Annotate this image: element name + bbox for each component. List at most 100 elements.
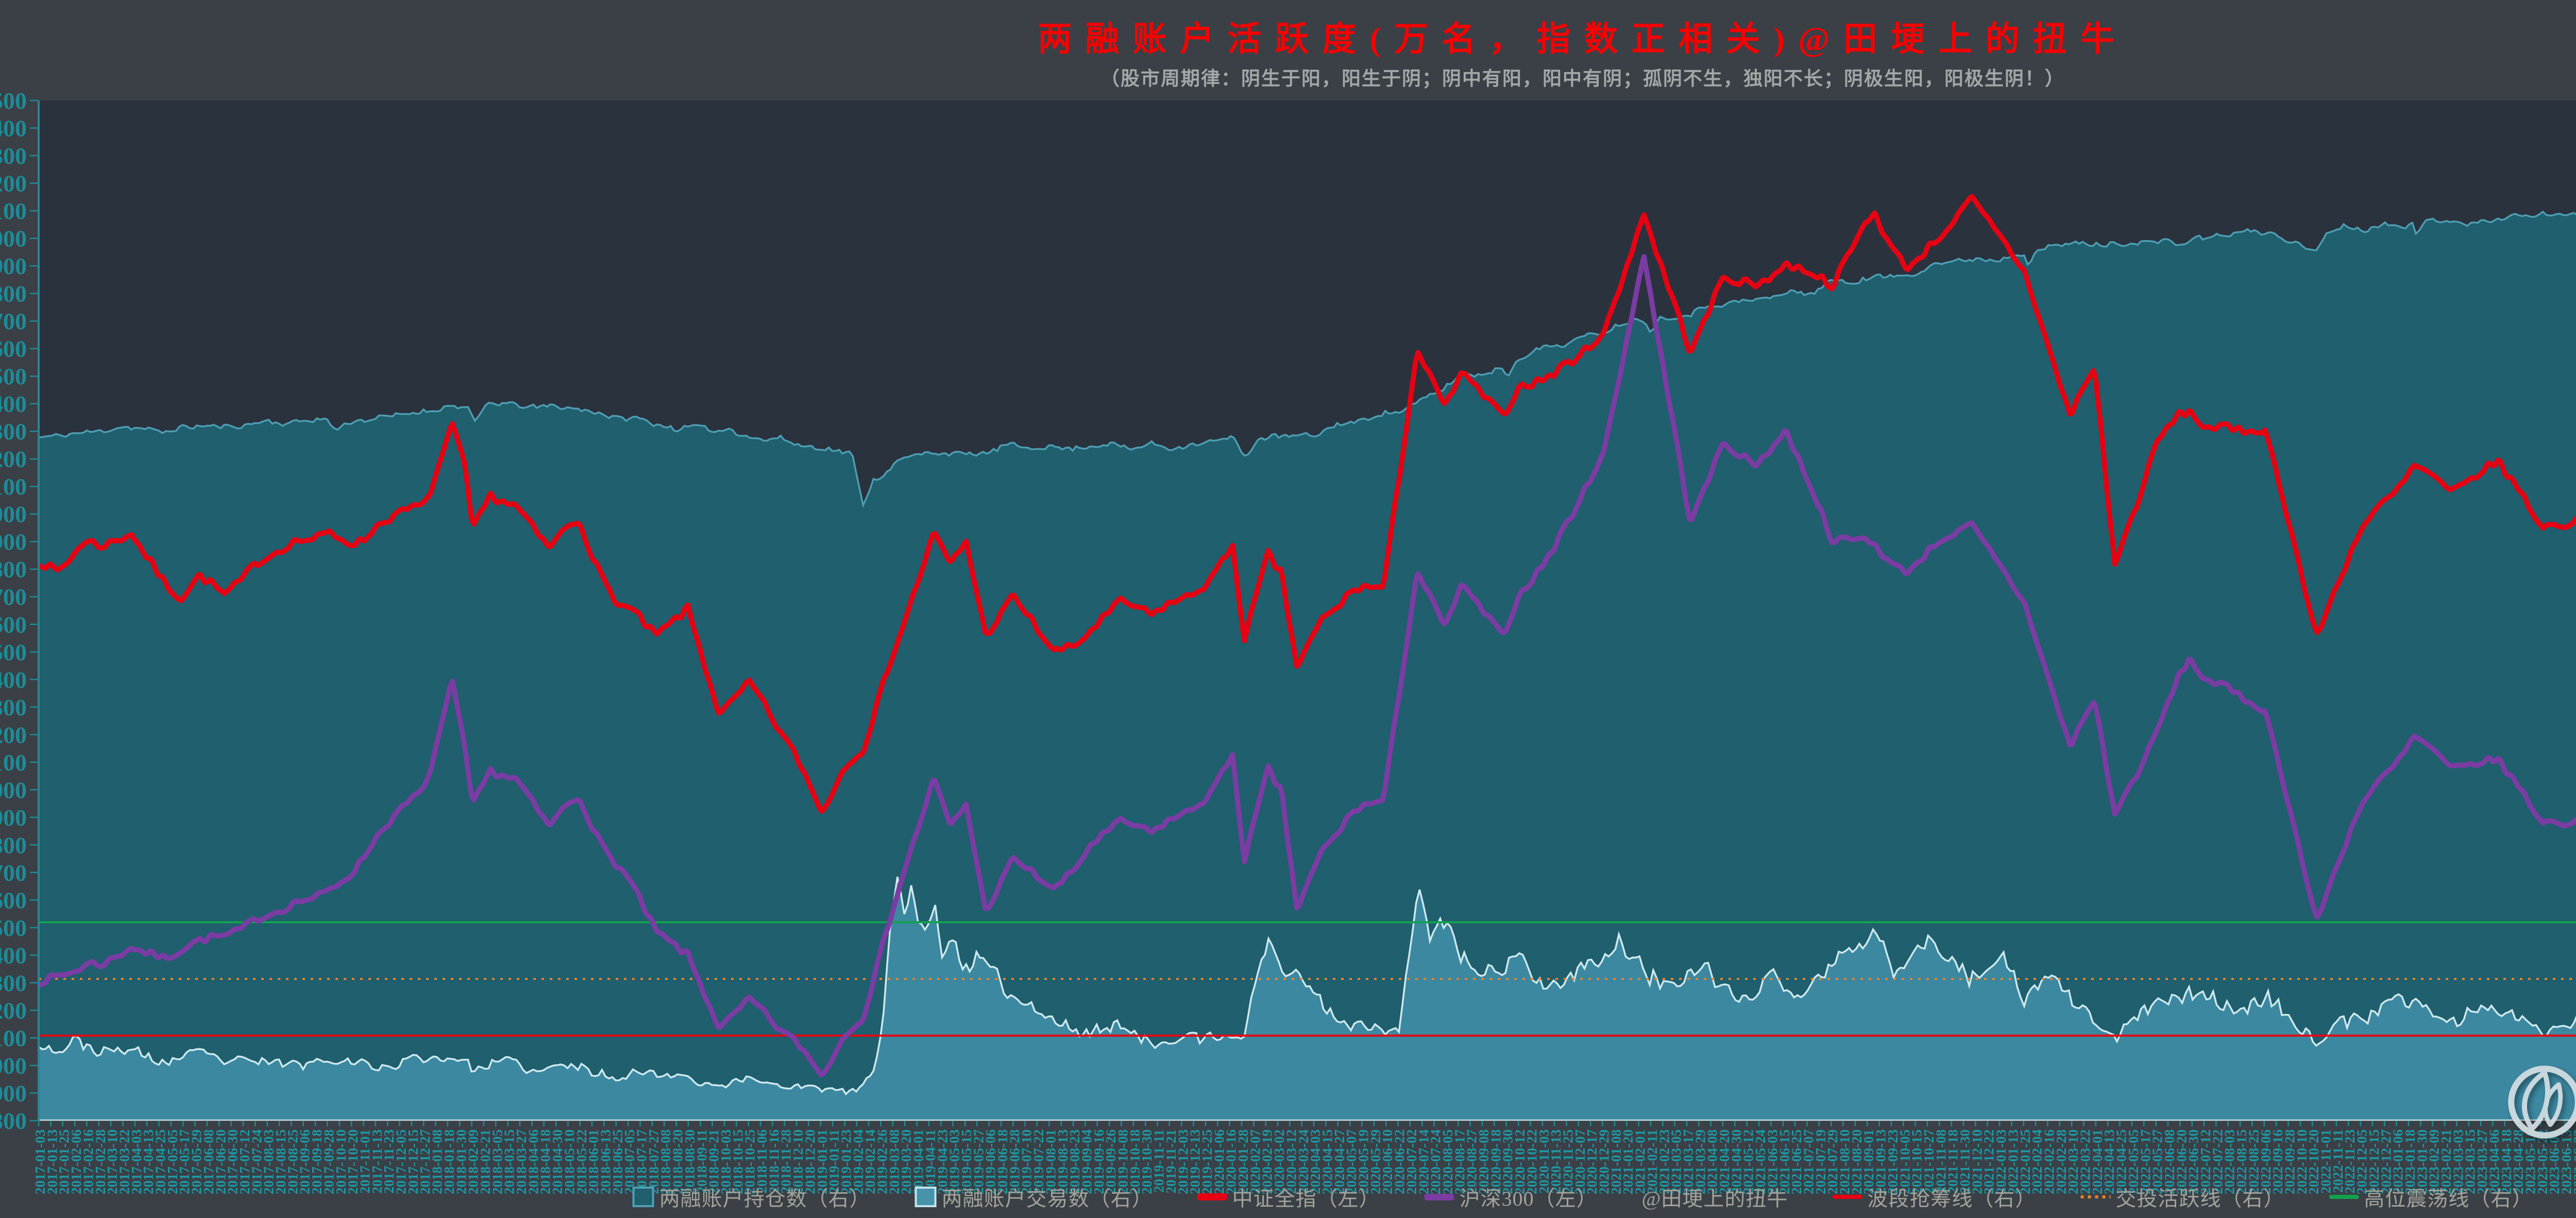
svg-text:2018-07-17: 2018-07-17	[634, 1129, 650, 1194]
svg-text:2023-04-18: 2023-04-18	[2499, 1129, 2514, 1194]
svg-text:4100: 4100	[0, 749, 27, 775]
svg-text:2017-05-17: 2017-05-17	[177, 1129, 192, 1194]
legend-item: 交投活跃线（右）	[2080, 1182, 2284, 1212]
svg-text:2017-09-06: 2017-09-06	[297, 1129, 313, 1194]
legend-line-swatch	[1197, 1193, 1227, 1200]
svg-text:2018-07-27: 2018-07-27	[646, 1129, 662, 1194]
svg-text:2018-09-11: 2018-09-11	[694, 1129, 709, 1194]
svg-text:2017-03-10: 2017-03-10	[105, 1129, 120, 1194]
svg-text:2019-08-13: 2019-08-13	[1055, 1129, 1071, 1194]
svg-text:2019-10-18: 2019-10-18	[1127, 1129, 1143, 1194]
svg-text:2017-01-03: 2017-01-03	[32, 1129, 48, 1194]
svg-text:2800: 2800	[0, 1108, 27, 1134]
svg-text:2020-01-28: 2020-01-28	[1235, 1129, 1251, 1194]
svg-text:2020-05-07: 2020-05-07	[1344, 1129, 1359, 1194]
svg-text:2023-04-28: 2023-04-28	[2511, 1129, 2526, 1194]
legend-area-swatch	[914, 1187, 937, 1207]
svg-text:6000: 6000	[0, 226, 27, 252]
svg-text:2021-05-12: 2021-05-12	[1741, 1129, 1756, 1194]
svg-text:2019-09-26: 2019-09-26	[1103, 1129, 1118, 1194]
svg-text:5500: 5500	[0, 363, 27, 390]
svg-text:2018-11-28: 2018-11-28	[778, 1129, 794, 1194]
svg-text:2020-04-15: 2020-04-15	[1320, 1129, 1335, 1194]
svg-text:2021-06-25: 2021-06-25	[1789, 1129, 1804, 1194]
svg-text:2019-01-11: 2019-01-11	[826, 1129, 842, 1194]
svg-text:2017-04-13: 2017-04-13	[141, 1129, 156, 1194]
svg-text:2018-06-01: 2018-06-01	[586, 1129, 601, 1194]
svg-text:2018-04-06: 2018-04-06	[526, 1129, 541, 1194]
svg-text:2020-03-12: 2020-03-12	[1283, 1129, 1299, 1194]
svg-text:2018-02-21: 2018-02-21	[478, 1129, 493, 1194]
svg-text:2022-11-11: 2022-11-11	[2330, 1129, 2346, 1193]
svg-text:2018-03-27: 2018-03-27	[514, 1129, 529, 1194]
svg-text:2018-03-15: 2018-03-15	[502, 1129, 517, 1194]
svg-text:5600: 5600	[0, 336, 27, 362]
svg-text:2023-05-22: 2023-05-22	[2535, 1129, 2550, 1194]
svg-text:2018-06-13: 2018-06-13	[598, 1129, 614, 1194]
legend-line-swatch	[1424, 1193, 1454, 1200]
legend-item-label: 波段抢筹线（右）	[1867, 1187, 2037, 1210]
svg-text:2022-09-28: 2022-09-28	[2282, 1129, 2298, 1194]
svg-text:3600: 3600	[0, 887, 27, 914]
svg-text:2018-08-08: 2018-08-08	[658, 1129, 673, 1194]
svg-text:2017-07-24: 2017-07-24	[249, 1129, 264, 1194]
svg-text:2019-10-08: 2019-10-08	[1115, 1129, 1131, 1194]
svg-text:2022-11-01: 2022-11-01	[2318, 1129, 2334, 1194]
svg-text:4000: 4000	[0, 777, 27, 803]
svg-text:2023-05-10: 2023-05-10	[2523, 1129, 2538, 1194]
svg-text:2019-10-30: 2019-10-30	[1139, 1129, 1155, 1194]
legend: 两融账户持仓数（右） 两融账户交易数（右） 中证全指（左） 沪深300（左） @田埂上的…	[632, 1182, 2533, 1212]
svg-text:3500: 3500	[0, 915, 27, 941]
svg-text:3900: 3900	[0, 804, 27, 831]
svg-text:2021-04-20: 2021-04-20	[1717, 1129, 1732, 1194]
svg-text:2018-10-15: 2018-10-15	[730, 1129, 745, 1194]
legend-item: @田埂上的扭牛	[1642, 1182, 1788, 1212]
series-area	[38, 210, 2576, 1121]
svg-text:2022-08-25: 2022-08-25	[2246, 1129, 2261, 1194]
legend-item-label: 交投活跃线（右）	[2115, 1187, 2285, 1210]
svg-text:2019-06-28: 2019-06-28	[1007, 1129, 1022, 1194]
legend-dotted-swatch	[2080, 1195, 2111, 1198]
svg-text:2020-05-29: 2020-05-29	[1368, 1129, 1383, 1194]
svg-text:2018-10-03: 2018-10-03	[718, 1129, 734, 1194]
svg-text:2023-01-18: 2023-01-18	[2402, 1129, 2418, 1194]
svg-text:2019-11-11: 2019-11-11	[1151, 1129, 1167, 1193]
legend-item-label: 沪深300（左）	[1459, 1187, 1598, 1210]
svg-text:2020-07-24: 2020-07-24	[1428, 1129, 1444, 1194]
svg-text:2022-02-16: 2022-02-16	[2042, 1129, 2057, 1194]
svg-text:2018-11-16: 2018-11-16	[766, 1129, 782, 1194]
svg-text:2017-05-29: 2017-05-29	[189, 1129, 205, 1194]
svg-text:3000: 3000	[0, 1053, 27, 1079]
svg-text:4600: 4600	[0, 612, 27, 638]
legend-area-swatch	[632, 1187, 654, 1207]
svg-text:2018-11-06: 2018-11-06	[754, 1129, 770, 1194]
svg-text:2022-05-17: 2022-05-17	[2138, 1129, 2153, 1194]
svg-text:4900: 4900	[0, 529, 27, 555]
svg-text:2021-07-19: 2021-07-19	[1813, 1129, 1828, 1194]
series-line	[38, 254, 2576, 1078]
legend-item-label: 中证全指（左）	[1232, 1187, 1380, 1210]
svg-text:2017-02-06: 2017-02-06	[69, 1129, 84, 1194]
svg-text:2020-01-16: 2020-01-16	[1224, 1129, 1239, 1194]
svg-text:2017-09-18: 2017-09-18	[309, 1129, 325, 1194]
svg-text:3800: 3800	[0, 832, 27, 858]
svg-text:2022-06-08: 2022-06-08	[2162, 1129, 2177, 1194]
svg-text:2023-03-15: 2023-03-15	[2463, 1129, 2478, 1194]
svg-text:2017-10-10: 2017-10-10	[333, 1129, 349, 1194]
svg-text:2019-05-15: 2019-05-15	[959, 1129, 974, 1194]
svg-text:2020-06-10: 2020-06-10	[1380, 1129, 1395, 1194]
svg-text:2021-10-27: 2021-10-27	[1921, 1129, 1937, 1194]
svg-text:2020-02-19: 2020-02-19	[1260, 1129, 1275, 1194]
svg-text:2023-03-27: 2023-03-27	[2475, 1129, 2490, 1194]
svg-text:3300: 3300	[0, 970, 27, 996]
svg-text:2020-09-08: 2020-09-08	[1476, 1129, 1492, 1194]
svg-text:2017-02-28: 2017-02-28	[93, 1129, 108, 1194]
legend-item-label: @田埂上的扭牛	[1641, 1187, 1788, 1210]
svg-text:2017-12-15: 2017-12-15	[405, 1129, 421, 1194]
legend-item-label: 高位震荡线（右）	[2364, 1187, 2533, 1210]
svg-text:2020-02-07: 2020-02-07	[1247, 1129, 1263, 1194]
legend-item: 波段抢筹线（右）	[1832, 1182, 2036, 1212]
svg-text:2018-05-22: 2018-05-22	[574, 1129, 589, 1194]
svg-text:2019-01-23: 2019-01-23	[839, 1129, 854, 1194]
svg-text:2020-08-05: 2020-08-05	[1440, 1129, 1455, 1194]
